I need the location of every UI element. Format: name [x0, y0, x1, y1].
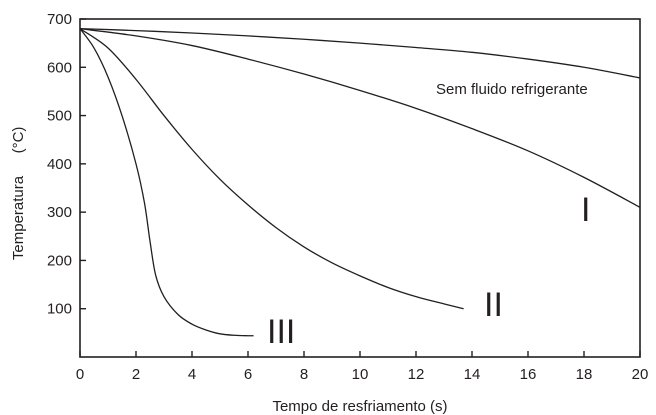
y-tick-label: 200 — [47, 252, 72, 269]
curve-i — [79, 28, 641, 208]
x-tick-label: 16 — [520, 366, 537, 383]
y-tick-label: 100 — [47, 301, 72, 318]
x-tick-label: 20 — [632, 366, 649, 383]
x-tick-label: 10 — [352, 366, 369, 383]
x-tick-label: 8 — [300, 366, 308, 383]
annotation-curve-I: I — [581, 191, 590, 229]
y-tick-label: 400 — [47, 156, 72, 173]
x-tick-label: 14 — [464, 366, 481, 383]
y-tick-label: 600 — [47, 59, 72, 76]
curves-group — [79, 28, 641, 337]
annotation-curve-III: III — [267, 313, 295, 351]
y-tick-label: 300 — [47, 204, 72, 221]
x-tick-label: 2 — [132, 366, 140, 383]
curve-ii — [79, 28, 464, 310]
annotation-sem-fluido: Sem fluido refrigerante — [436, 81, 588, 98]
svg-text:(°C): (°C) — [10, 127, 27, 154]
y-tick-label: 500 — [47, 108, 72, 125]
y-axis-title: Temperatura (°C) — [10, 127, 27, 261]
curve-iii — [79, 28, 254, 337]
x-tick-label: 0 — [76, 366, 84, 383]
x-axis-ticks: 0 2 4 6 8 10 12 14 16 18 20 — [76, 351, 649, 383]
plot-frame — [79, 18, 641, 358]
svg-text:Temperatura: Temperatura — [10, 175, 27, 260]
y-tick-label: 700 — [47, 11, 72, 28]
y-axis-ticks: 100 200 300 400 500 600 700 — [47, 11, 86, 318]
curve-sem-fluido-refrigerante — [79, 28, 641, 79]
x-tick-label: 6 — [244, 366, 252, 383]
annotation-curve-II: II — [484, 286, 503, 324]
x-tick-label: 4 — [188, 366, 196, 383]
x-tick-label: 12 — [408, 366, 425, 383]
x-tick-label: 18 — [576, 366, 593, 383]
x-axis-title: Tempo de resfriamento (s) — [272, 398, 447, 415]
